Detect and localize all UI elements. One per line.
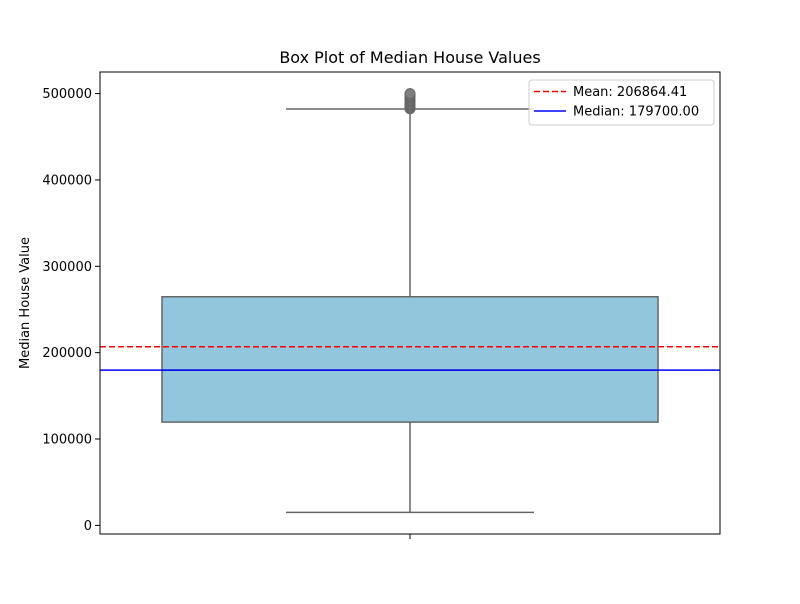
chart-title: Box Plot of Median House Values xyxy=(279,48,540,67)
y-tick-label: 400000 xyxy=(42,173,92,188)
axes-frame xyxy=(99,71,721,535)
plot-area: 0 100000 200000 300000 400000 500000 Mean: 206… xyxy=(42,71,721,539)
legend-box xyxy=(528,79,715,126)
y-axis-label: Median House Value xyxy=(18,237,33,369)
iqr-box xyxy=(161,296,659,423)
y-tick-label: 200000 xyxy=(42,346,92,361)
legend-median-label: Median: 179700.00 xyxy=(573,105,699,120)
y-tick-label: 300000 xyxy=(42,260,92,275)
legend-mean-label: Mean: 206864.41 xyxy=(573,85,687,100)
y-tick-label: 0 xyxy=(84,519,92,534)
outlier-point xyxy=(404,88,416,100)
y-tick-label: 100000 xyxy=(42,433,92,448)
y-tick-label: 500000 xyxy=(42,87,92,102)
